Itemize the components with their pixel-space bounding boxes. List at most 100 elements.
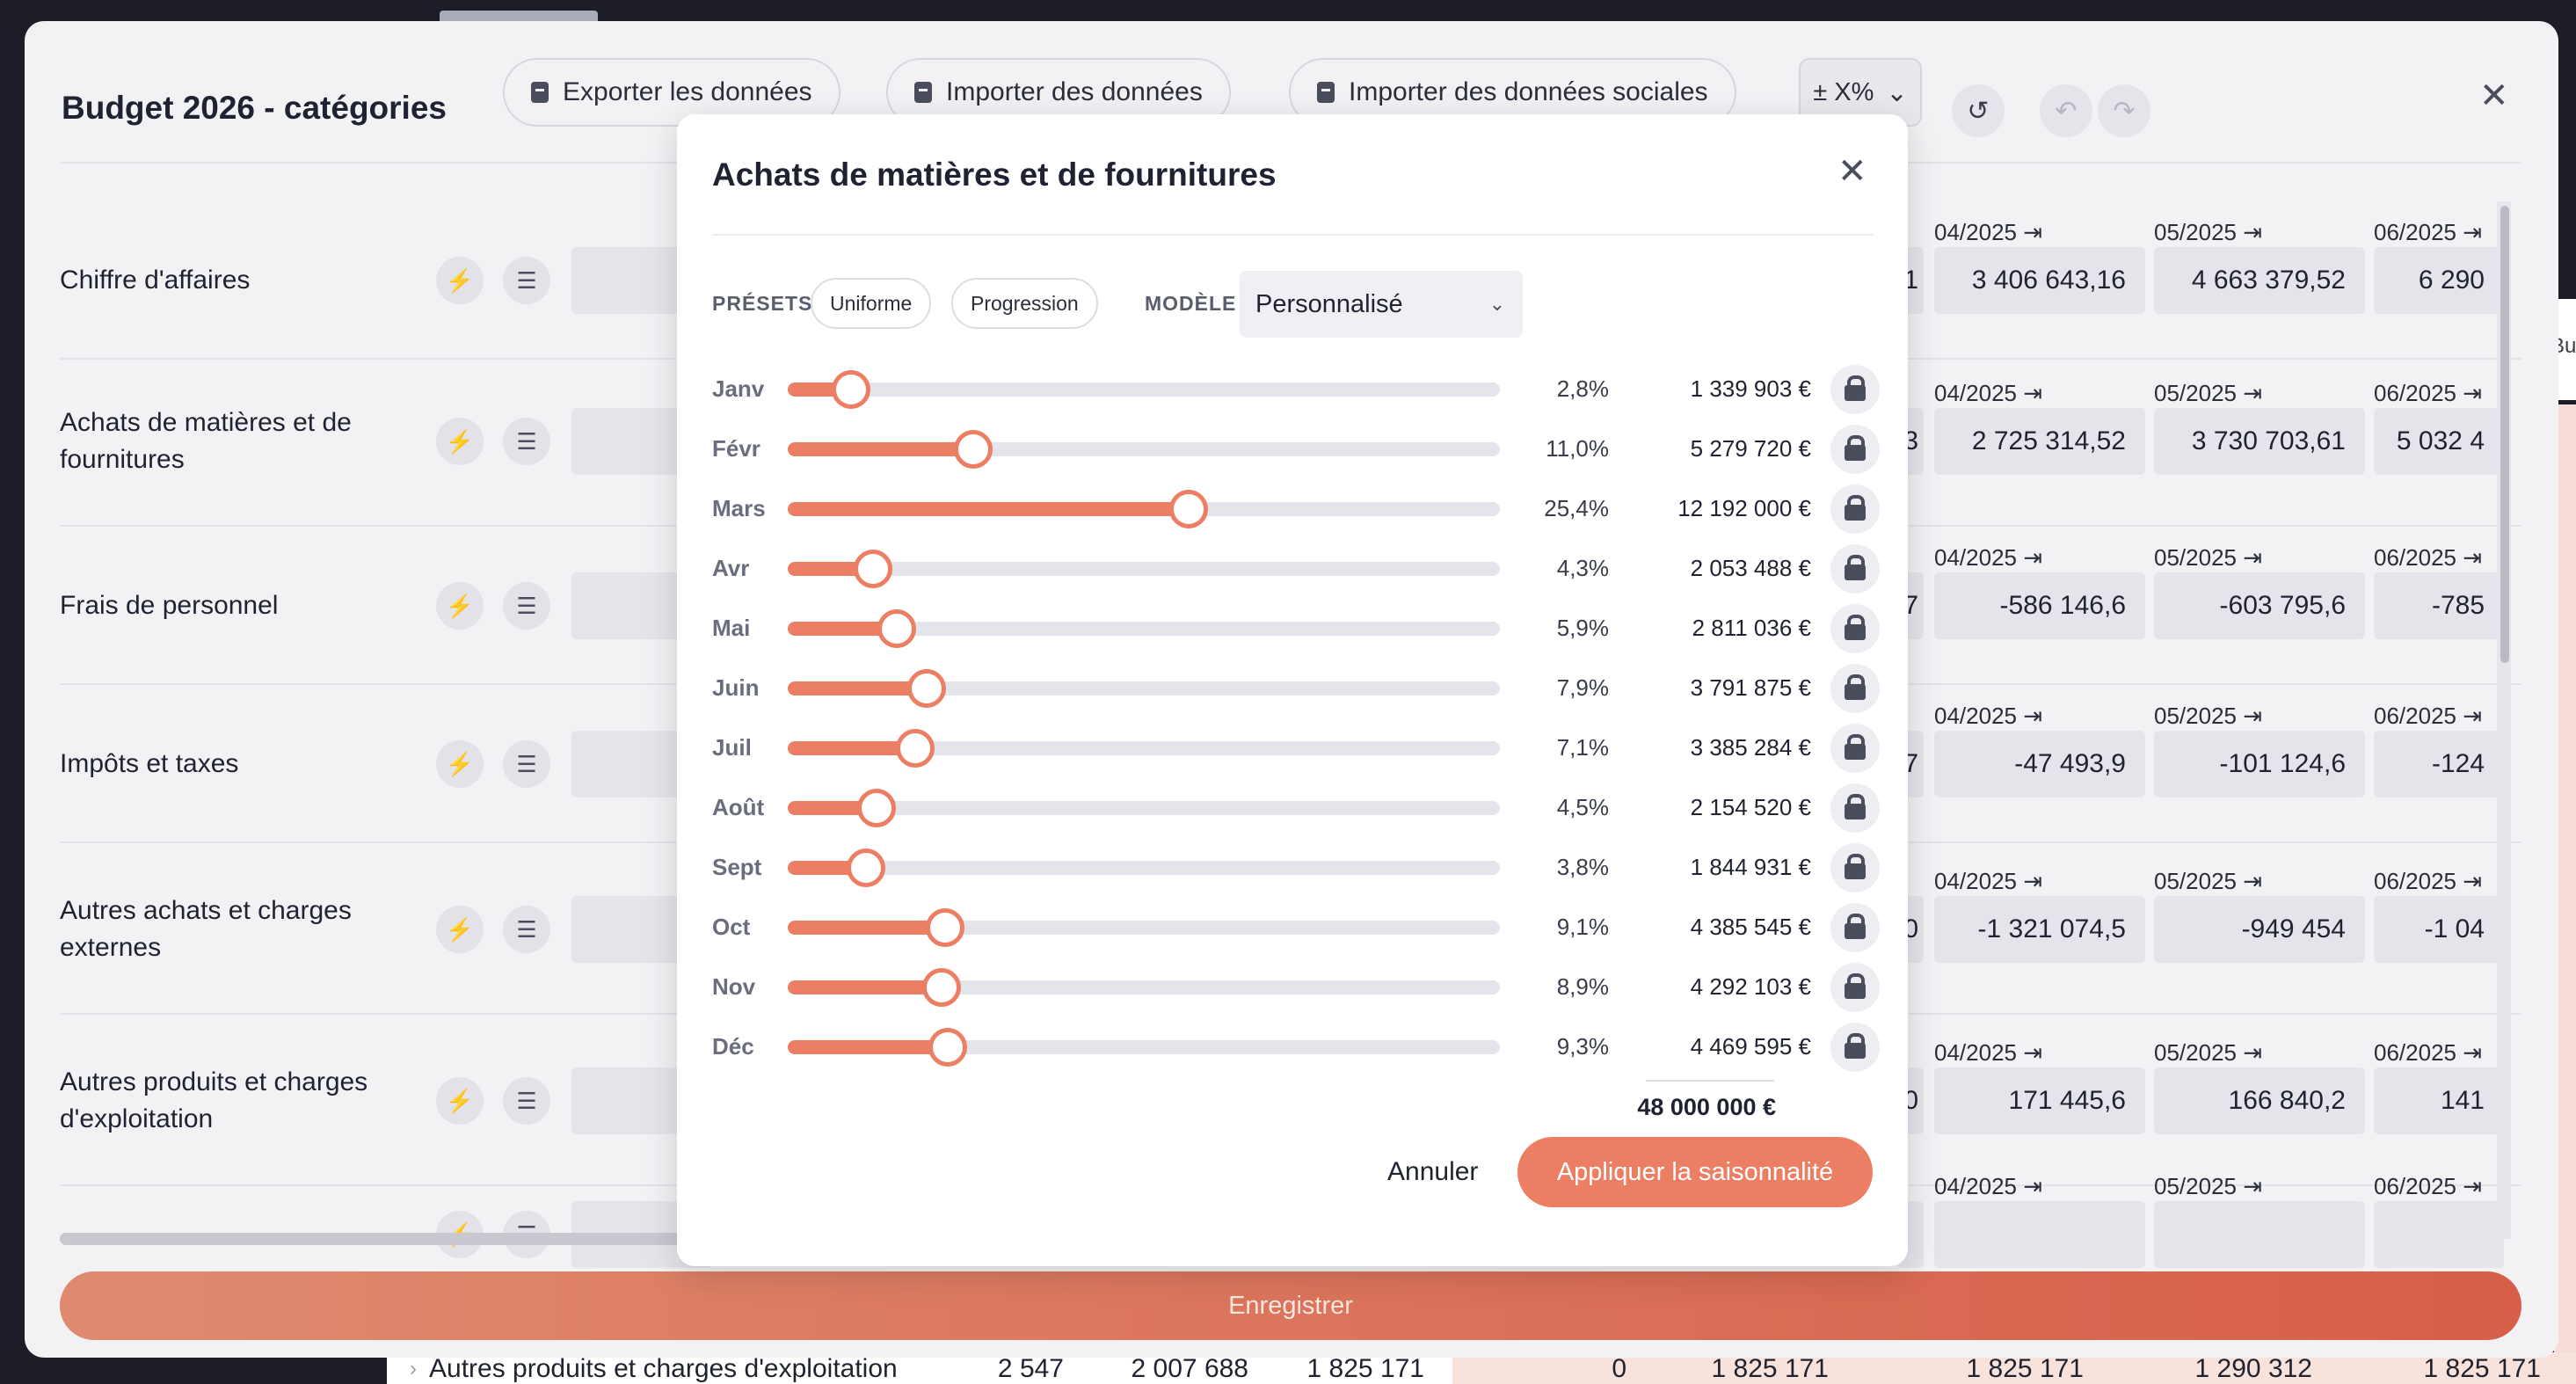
slider-thumb[interactable] <box>847 849 885 887</box>
slider-thumb[interactable] <box>922 968 961 1007</box>
month-slider[interactable] <box>788 849 1500 887</box>
lock-icon[interactable] <box>1830 724 1880 773</box>
lock-icon[interactable] <box>1830 783 1880 833</box>
month-header: 05/2025 ⇥ <box>2154 1173 2262 1200</box>
list-button[interactable]: ☰ <box>503 1077 550 1125</box>
value-cell[interactable] <box>2374 1201 2504 1268</box>
lock-icon[interactable] <box>1830 903 1880 952</box>
month-slider[interactable] <box>788 669 1500 708</box>
value-cell[interactable]: 5 032 4 <box>2374 408 2504 475</box>
month-amount: 3 385 284 € <box>1690 734 1811 761</box>
lock-icon[interactable] <box>1830 664 1880 713</box>
value-cell[interactable]: 3 406 643,16 <box>1934 247 2145 314</box>
month-slider[interactable] <box>788 729 1500 768</box>
value-cell[interactable]: -1 321 074,5 <box>1934 896 2145 963</box>
background-tab <box>440 11 598 23</box>
value-cell[interactable]: 171 445,6 <box>1934 1067 2145 1134</box>
lock-icon[interactable] <box>1830 484 1880 534</box>
vertical-scrollbar[interactable] <box>2500 206 2509 663</box>
slider-thumb[interactable] <box>896 729 935 768</box>
month-slider[interactable] <box>788 908 1500 947</box>
undo-button[interactable]: ↶ <box>2040 84 2092 137</box>
lightning-button[interactable]: ⚡ <box>436 1077 484 1125</box>
month-amount: 4 385 545 € <box>1690 914 1811 940</box>
lightning-button[interactable]: ⚡ <box>436 418 484 465</box>
month-header-label: 04/2025 <box>1934 219 2017 245</box>
slider-thumb[interactable] <box>857 789 896 827</box>
month-slider[interactable] <box>788 370 1500 409</box>
value-cell[interactable]: 4 663 379,52 <box>2154 247 2365 314</box>
lightning-button[interactable]: ⚡ <box>436 582 484 630</box>
lightning-button[interactable]: ⚡ <box>436 257 484 304</box>
panel-title: Budget 2026 - catégories <box>62 90 447 126</box>
value-cell[interactable]: 166 840,2 <box>2154 1067 2365 1134</box>
lock-icon[interactable] <box>1830 544 1880 594</box>
value-cell[interactable]: 3 730 703,61 <box>2154 408 2365 475</box>
value-cell[interactable]: 6 290 <box>2374 247 2504 314</box>
month-header-label: 06/2025 <box>2374 544 2456 571</box>
lock-icon[interactable] <box>1830 963 1880 1012</box>
lightning-button[interactable]: ⚡ <box>436 906 484 953</box>
value-cell[interactable]: -47 493,9 <box>1934 731 2145 798</box>
lock-icon[interactable] <box>1830 425 1880 474</box>
slider-thumb[interactable] <box>907 669 946 708</box>
redo-button[interactable]: ↷ <box>2098 84 2150 137</box>
lock-icon[interactable] <box>1830 604 1880 653</box>
month-header: 04/2025 ⇥ <box>1934 1173 2042 1200</box>
list-button[interactable]: ☰ <box>503 906 550 953</box>
value-cell[interactable]: -603 795,6 <box>2154 572 2365 639</box>
cancel-button[interactable]: Annuler <box>1387 1157 1479 1186</box>
month-slider[interactable] <box>788 550 1500 588</box>
month-name: Juil <box>712 734 752 761</box>
preset-uniform-button[interactable]: Uniforme <box>811 278 932 329</box>
value-cell[interactable]: 2 725 314,52 <box>1934 408 2145 475</box>
lock-icon[interactable] <box>1830 843 1880 892</box>
value-cell[interactable]: -1 04 <box>2374 896 2504 963</box>
value-cell[interactable] <box>1934 1201 2145 1268</box>
value-cell[interactable]: 141 <box>2374 1067 2504 1134</box>
list-button[interactable]: ☰ <box>503 582 550 630</box>
lightning-icon: ⚡ <box>445 266 475 294</box>
month-slider[interactable] <box>788 490 1500 528</box>
close-icon[interactable]: ✕ <box>2479 76 2509 115</box>
undo-icon: ↶ <box>2055 96 2078 126</box>
month-slider[interactable] <box>788 609 1500 648</box>
month-amount: 3 791 875 € <box>1690 674 1811 701</box>
lock-icon[interactable] <box>1830 1023 1880 1072</box>
preset-progression-button[interactable]: Progression <box>951 278 1098 329</box>
save-button[interactable]: Enregistrer <box>60 1271 2521 1340</box>
month-row: Avr 4,3% 2 053 488 € <box>712 544 1880 594</box>
history-button[interactable]: ↺ <box>1952 84 2005 137</box>
slider-thumb[interactable] <box>877 609 916 648</box>
slider-thumb[interactable] <box>1169 490 1208 528</box>
background-row-label[interactable]: › Autres produits et charges d'exploitati… <box>410 1354 898 1384</box>
apply-seasonality-button[interactable]: Appliquer la saisonnalité <box>1517 1137 1873 1207</box>
month-slider[interactable] <box>788 968 1500 1007</box>
value-cell[interactable] <box>2154 1201 2365 1268</box>
value-cell[interactable]: -949 454 <box>2154 896 2365 963</box>
list-button[interactable]: ☰ <box>503 418 550 465</box>
model-select[interactable]: Personnalisé ⌄ <box>1240 271 1523 338</box>
lock-icon[interactable] <box>1830 365 1880 414</box>
month-name: Oct <box>712 914 751 940</box>
slider-thumb[interactable] <box>926 908 964 947</box>
value-cell[interactable]: -785 <box>2374 572 2504 639</box>
horizontal-scrollbar[interactable] <box>60 1233 710 1245</box>
value-cell[interactable]: -124 <box>2374 731 2504 798</box>
slider-thumb[interactable] <box>928 1028 967 1067</box>
arrow-right-icon: ⇥ <box>2023 1039 2043 1066</box>
slider-thumb[interactable] <box>854 550 892 588</box>
month-slider[interactable] <box>788 789 1500 827</box>
slider-thumb[interactable] <box>832 370 870 409</box>
list-button[interactable]: ☰ <box>503 257 550 304</box>
month-percent: 3,8% <box>1556 854 1609 880</box>
value-cell[interactable]: -101 124,6 <box>2154 731 2365 798</box>
month-slider[interactable] <box>788 1028 1500 1067</box>
lightning-button[interactable]: ⚡ <box>436 740 484 788</box>
list-icon: ☰ <box>516 915 537 943</box>
value-cell[interactable]: -586 146,6 <box>1934 572 2145 639</box>
list-button[interactable]: ☰ <box>503 740 550 788</box>
slider-thumb[interactable] <box>954 430 993 469</box>
close-icon[interactable]: ✕ <box>1837 152 1867 191</box>
month-slider[interactable] <box>788 430 1500 469</box>
